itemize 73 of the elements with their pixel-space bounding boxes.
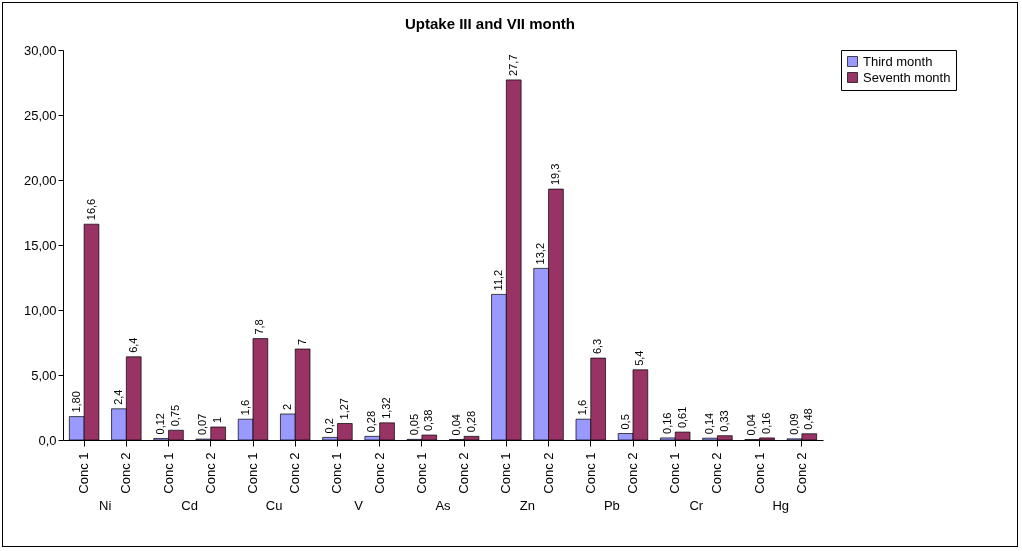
text: Zn: [519, 498, 536, 513]
data-label: 0,33: [717, 410, 730, 432]
data-label: 0,12: [154, 413, 167, 435]
data-label: 0,2: [323, 418, 336, 434]
x-tick-label: Conc 1: [667, 452, 683, 494]
data-label: 0,05: [407, 413, 420, 436]
y-tick-label: 25,00: [23, 107, 57, 123]
data-label: 1,6: [576, 399, 589, 416]
data-label: 0,09: [787, 413, 800, 435]
data-label: 1: [211, 416, 224, 423]
data-label: 11,2: [491, 269, 504, 291]
data-label: 16,6: [84, 198, 97, 221]
x-tick-label: Conc 2: [371, 452, 387, 494]
text: Hg: [772, 498, 790, 513]
data-label: 0,07: [196, 413, 209, 436]
data-label: 0,14: [703, 412, 716, 435]
data-label: 0,28: [464, 410, 477, 433]
x-tick-label: Conc 2: [540, 452, 556, 494]
chart-title: Uptake III and VII month: [404, 15, 575, 32]
y-tick-label: 0,0: [38, 432, 57, 448]
text: Cu: [265, 498, 283, 513]
data-label: 1,32: [380, 397, 393, 419]
x-tick-label: Conc 2: [202, 452, 218, 494]
y-tick-label: 15,00: [23, 237, 57, 253]
x-tick-label: Conc 2: [287, 452, 303, 494]
data-label: 0,16: [760, 412, 773, 434]
x-tick-label: Conc 2: [625, 452, 640, 494]
data-label: 7: [295, 338, 308, 345]
x-tick-label: Conc 2: [793, 452, 809, 494]
data-label: 6,4: [126, 337, 139, 353]
text: As: [435, 498, 452, 513]
y-tick-label: 30,00: [23, 42, 57, 58]
data-label: 5,4: [633, 350, 646, 366]
data-label: 1,80: [69, 391, 82, 413]
x-tick-label: Conc 2: [709, 452, 725, 494]
legend-label: Seventh month: [863, 69, 951, 85]
data-label: 0,38: [422, 409, 435, 432]
x-tick-label: Conc 1: [76, 452, 92, 494]
data-label: 7,8: [253, 319, 266, 335]
text: Cr: [689, 498, 704, 513]
data-label: 6,3: [591, 338, 604, 355]
data-label: 2,4: [111, 389, 124, 405]
data-label: 0,04: [745, 414, 758, 436]
x-tick-label: Conc 1: [413, 452, 429, 494]
x-tick-label: Conc 1: [245, 452, 260, 494]
x-tick-label: Conc 1: [751, 452, 767, 494]
data-label: 2: [280, 403, 293, 410]
y-tick-label: 10,00: [23, 302, 57, 318]
data-label: 1,6: [238, 399, 251, 416]
x-tick-label: Conc 1: [160, 452, 176, 494]
x-tick-label: Conc 1: [582, 452, 598, 494]
data-label: 1,27: [337, 398, 350, 420]
data-label: 0,61: [675, 406, 688, 429]
y-tick-label: 20,00: [23, 172, 57, 188]
x-tick-label: Conc 2: [118, 452, 134, 494]
data-label: 19,3: [548, 163, 561, 186]
data-label: 27,7: [506, 54, 519, 76]
legend-label: Third month: [863, 53, 933, 69]
text: V: [354, 498, 364, 513]
data-label: 0,5: [618, 414, 631, 430]
data-label: 0,04: [449, 414, 462, 436]
data-label: 0,48: [802, 408, 815, 430]
text: Ni: [99, 498, 112, 513]
data-label: 0,28: [365, 410, 378, 433]
text: Cd: [181, 498, 198, 513]
x-tick-label: Conc 2: [456, 452, 472, 494]
y-tick-label: 5,00: [31, 367, 57, 383]
x-tick-label: Conc 1: [329, 452, 345, 494]
data-label: 0,75: [168, 404, 181, 427]
data-label: 13,2: [534, 242, 547, 265]
x-tick-label: Conc 1: [498, 452, 514, 494]
text: Pb: [603, 498, 620, 513]
data-label: 0,16: [660, 412, 673, 434]
